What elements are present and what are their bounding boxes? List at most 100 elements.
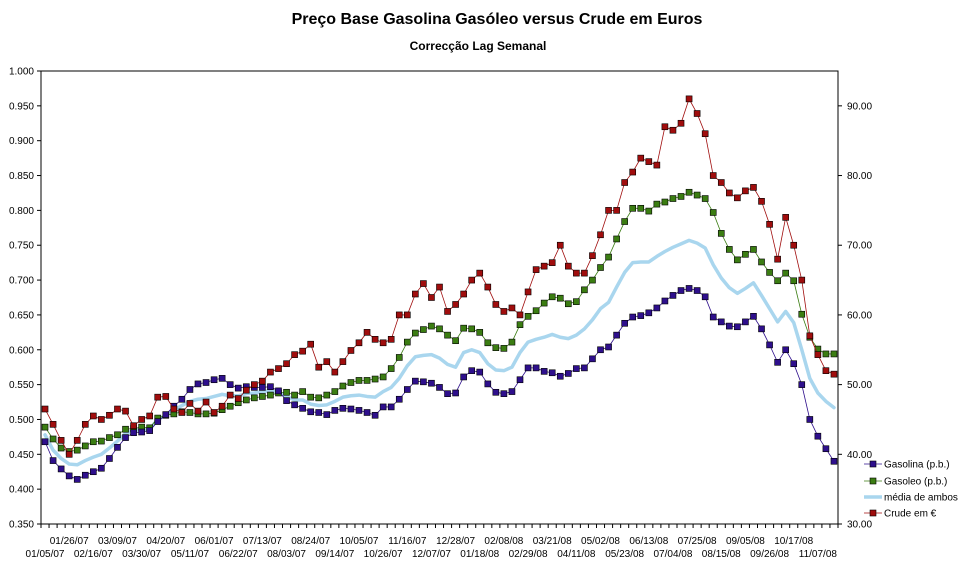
data-point — [202, 398, 210, 406]
x-tick-label-lower: 09/26/08 — [750, 549, 789, 560]
x-tick-label-lower: 02/16/07 — [74, 549, 113, 560]
data-point — [275, 365, 282, 372]
data-point — [726, 322, 733, 330]
data-point — [629, 204, 637, 212]
x-tick-label-lower: 01/05/07 — [26, 549, 65, 560]
data-point — [114, 444, 121, 451]
y-axis-right: 30.00 40.00 50.00 60.00 70.00 80.00 90.00 — [838, 101, 872, 531]
data-point — [814, 432, 822, 440]
data-point — [251, 381, 258, 388]
data-point — [186, 400, 194, 407]
data-point — [178, 395, 186, 403]
data-point — [565, 262, 572, 270]
data-point — [444, 390, 451, 397]
data-point — [379, 339, 387, 347]
series-3 — [41, 95, 838, 458]
x-tick-label-upper: 09/05/08 — [726, 536, 765, 547]
data-point — [766, 341, 773, 349]
data-point — [573, 365, 580, 372]
y-left-tick-label: 0.950 — [9, 101, 34, 112]
data-point — [468, 325, 476, 333]
data-point — [41, 438, 49, 446]
data-point — [291, 391, 298, 399]
y-right-tick-label: 90.00 — [847, 101, 872, 112]
data-point — [782, 269, 789, 277]
data-point — [516, 376, 524, 384]
data-point — [830, 350, 838, 358]
data-point — [146, 427, 153, 434]
data-point — [162, 411, 170, 418]
data-point — [508, 338, 516, 346]
data-point — [379, 403, 387, 411]
data-point — [194, 407, 202, 415]
x-tick-label-lower: 02/29/08 — [509, 549, 548, 560]
y-left-tick-label: 0.700 — [9, 276, 34, 287]
data-point — [500, 390, 508, 397]
data-point — [275, 387, 282, 395]
x-tick-label-lower: 10/26/07 — [364, 549, 403, 560]
legend-label: Gasolina (p.b.) — [884, 460, 950, 471]
data-point — [540, 262, 548, 270]
plot-area — [40, 70, 839, 525]
x-tick-label-lower: 09/14/07 — [315, 549, 354, 560]
data-point — [436, 325, 443, 333]
data-point — [299, 405, 306, 412]
data-point — [621, 218, 628, 225]
data-point — [565, 370, 572, 377]
data-point — [677, 193, 685, 200]
data-point — [403, 386, 411, 393]
data-point — [548, 369, 556, 377]
data-point — [782, 214, 789, 221]
data-point — [307, 408, 314, 416]
data-point — [524, 288, 532, 296]
data-point — [709, 172, 717, 179]
data-point — [420, 326, 427, 333]
data-point — [492, 344, 500, 351]
legend-label: média de ambos — [884, 493, 958, 504]
data-point — [234, 384, 242, 392]
data-point — [122, 434, 129, 441]
data-point — [589, 355, 596, 363]
x-tick-label-lower: 12/07/07 — [412, 549, 451, 560]
data-point — [347, 347, 355, 354]
data-point — [516, 311, 524, 319]
data-point — [307, 340, 314, 348]
x-tick-label-lower: 08/03/07 — [267, 549, 306, 560]
data-point — [556, 372, 564, 380]
x-tick-label-upper: 12/28/07 — [436, 536, 475, 547]
data-point — [331, 407, 339, 414]
data-point — [460, 324, 467, 332]
x-tick-label-upper: 07/25/08 — [678, 536, 717, 547]
data-point — [661, 198, 669, 206]
data-point — [73, 476, 81, 483]
y-left-tick-label: 1.000 — [9, 67, 34, 78]
legend-item: Gasolina (p.b.) — [864, 460, 950, 471]
data-point — [428, 379, 435, 387]
data-point — [428, 322, 435, 330]
data-point — [758, 325, 765, 333]
data-point — [669, 292, 677, 299]
data-point — [524, 364, 532, 372]
data-point — [693, 287, 701, 294]
data-point — [363, 377, 371, 384]
data-point — [492, 388, 500, 396]
data-point — [685, 188, 693, 196]
data-point — [130, 429, 137, 437]
chart-title: Preço Base Gasolina Gasóleo versus Crude… — [292, 11, 703, 28]
data-point — [782, 346, 789, 354]
data-point — [653, 200, 661, 208]
data-point — [57, 444, 65, 452]
series-0 — [41, 285, 838, 483]
data-point — [49, 421, 57, 428]
data-point — [444, 308, 451, 315]
data-point — [339, 382, 347, 390]
data-point — [138, 416, 145, 423]
data-point — [452, 301, 459, 308]
x-tick-label-lower: 03/30/07 — [122, 549, 161, 560]
data-point — [403, 311, 411, 319]
data-point — [645, 158, 653, 165]
series-line — [43, 238, 836, 467]
y-left-tick-label: 0.550 — [9, 380, 34, 391]
data-point — [581, 286, 588, 294]
y-left-tick-label: 0.450 — [9, 450, 34, 461]
